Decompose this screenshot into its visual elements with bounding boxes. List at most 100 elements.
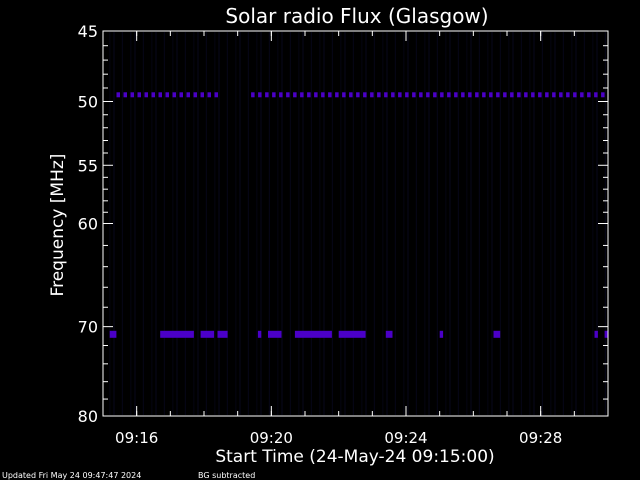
noise-column: [499, 32, 501, 415]
noise-column: [541, 32, 543, 415]
emission-band-segment: [601, 92, 605, 98]
noise-column: [247, 32, 249, 415]
emission-band-segment: [412, 92, 416, 98]
emission-band-segment: [160, 330, 194, 338]
emission-band-segment: [363, 92, 367, 98]
noise-column: [373, 32, 375, 415]
noise-column: [592, 32, 594, 415]
emission-band-segment: [391, 92, 395, 98]
emission-band-segment: [405, 92, 409, 98]
emission-band-segment: [384, 92, 388, 98]
noise-column: [466, 32, 468, 415]
noise-column: [226, 32, 228, 415]
noise-column: [407, 32, 409, 415]
emission-band-segment: [510, 92, 514, 98]
emission-band-segment: [559, 92, 563, 98]
noise-column: [344, 32, 346, 415]
noise-column: [386, 32, 388, 415]
noise-column: [298, 32, 300, 415]
noise-column: [235, 32, 237, 415]
emission-band-segment: [265, 92, 269, 98]
noise-column: [302, 32, 304, 415]
emission-band-segment: [349, 92, 353, 98]
noise-column: [268, 32, 270, 415]
emission-band-segment: [482, 92, 486, 98]
emission-band-segment: [217, 330, 228, 338]
emission-band-segment: [426, 92, 430, 98]
emission-band-segment: [123, 92, 127, 98]
emission-band-segment: [279, 92, 283, 98]
emission-band-segment: [356, 92, 360, 98]
emission-band-segment: [286, 92, 290, 98]
emission-band-segment: [268, 330, 282, 338]
emission-band-segment: [545, 92, 549, 98]
noise-column: [491, 32, 493, 415]
emission-band-segment: [116, 92, 120, 98]
noise-column: [533, 32, 535, 415]
emission-band-segment: [200, 330, 215, 338]
y-tick-label: 45: [78, 22, 98, 41]
emission-band-segment: [461, 92, 465, 98]
plot-area: [109, 32, 608, 415]
y-tick-label: 55: [78, 156, 98, 175]
emission-band-segment: [200, 92, 204, 98]
bg-subtracted-note: BG subtracted: [198, 471, 255, 480]
emission-band-segment: [207, 92, 211, 98]
noise-column: [487, 32, 489, 415]
noise-column: [512, 32, 514, 415]
emission-band-segment: [439, 330, 444, 338]
emission-band-segment: [293, 92, 297, 98]
emission-band-segment: [258, 92, 262, 98]
noise-column: [172, 32, 174, 415]
y-tick-label: 70: [78, 318, 98, 337]
noise-column: [214, 32, 216, 415]
noise-column: [121, 32, 123, 415]
emission-band-segment: [398, 92, 402, 98]
emission-band-segment: [524, 92, 528, 98]
noise-column: [197, 32, 199, 415]
noise-column: [260, 32, 262, 415]
x-axis: 09:16 09:20 09:24 09:28: [102, 31, 609, 447]
noise-column: [331, 32, 333, 415]
noise-column: [218, 32, 220, 415]
emission-band-segment: [440, 92, 444, 98]
noise-column: [184, 32, 186, 415]
x-tick-label: 09:16: [115, 429, 158, 447]
noise-column: [575, 32, 577, 415]
emission-band-segment: [587, 92, 591, 98]
chart-title: Solar radio Flux (Glasgow): [225, 4, 488, 28]
noise-column: [508, 32, 510, 415]
emission-band-segment: [489, 92, 493, 98]
y-tick-label: 50: [78, 93, 98, 112]
emission-band-segment: [454, 92, 458, 98]
emission-band-segment: [594, 92, 598, 98]
emission-band-segment: [604, 330, 608, 338]
emission-band-segment: [257, 330, 262, 338]
y-tick-label: 80: [78, 407, 98, 426]
emission-band-segment: [552, 92, 556, 98]
noise-column: [205, 32, 207, 415]
noise-column: [340, 32, 342, 415]
noise-column: [277, 32, 279, 415]
emission-band-segment: [517, 92, 521, 98]
noise-column: [449, 32, 451, 415]
emission-band-segment: [433, 92, 437, 98]
emission-band-segment: [468, 92, 472, 98]
emission-band-segment: [165, 92, 169, 98]
emission-band-segment: [335, 92, 339, 98]
emission-band-segment: [493, 330, 501, 338]
emission-band-segment: [144, 92, 148, 98]
noise-column: [478, 32, 480, 415]
y-axis: 45 50 55 60 70 80: [78, 22, 608, 426]
noise-column: [163, 32, 165, 415]
noise-column: [151, 32, 153, 415]
emission-band-segment: [385, 330, 393, 338]
noise-column: [130, 32, 132, 415]
x-tick-label: 09:28: [519, 429, 562, 447]
emission-band-segment: [580, 92, 584, 98]
noise-column: [193, 32, 195, 415]
noise-column: [550, 32, 552, 415]
noise-column: [596, 32, 598, 415]
emission-band-segment: [109, 330, 117, 338]
